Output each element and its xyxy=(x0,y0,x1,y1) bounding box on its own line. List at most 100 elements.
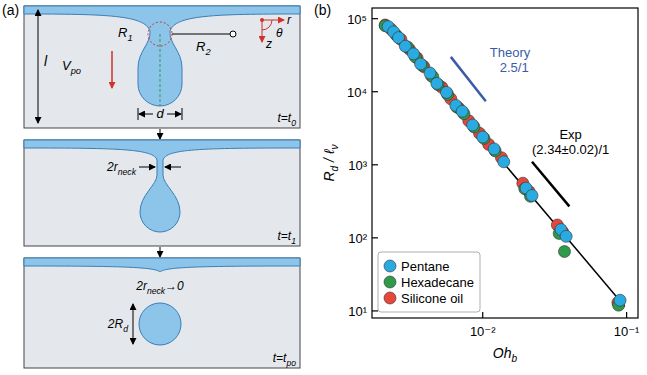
neck-arrow xyxy=(139,167,155,168)
plot-area xyxy=(379,19,626,311)
label-subscript: b xyxy=(512,353,518,364)
frame xyxy=(24,140,300,246)
label-text: Oh xyxy=(493,345,512,361)
data-point xyxy=(560,230,572,242)
drop-arrow xyxy=(133,304,134,344)
velocity-arrow xyxy=(111,51,113,88)
length-arrow xyxy=(38,10,39,123)
y-tick-label: 10⁴ xyxy=(347,85,367,100)
data-point xyxy=(488,143,500,155)
label-text: θ xyxy=(276,26,283,40)
x-tick xyxy=(482,312,483,318)
label-text: d xyxy=(156,106,164,121)
diameter-tick xyxy=(182,108,183,120)
label: R1 xyxy=(118,25,133,43)
label-subscript: d xyxy=(123,324,129,334)
y-tick xyxy=(372,237,378,238)
label-subscript: 1 xyxy=(291,236,296,246)
label: 2rneck→0 xyxy=(135,279,184,296)
data-point xyxy=(415,58,427,70)
data-point xyxy=(424,67,436,79)
data-point xyxy=(431,77,443,89)
legend-box xyxy=(378,252,480,312)
label-subscript: neck xyxy=(118,167,137,177)
label-text: t=t xyxy=(278,111,292,125)
slope-line xyxy=(532,162,569,207)
label: t=tpo xyxy=(273,351,296,368)
label: t=t1 xyxy=(278,229,297,246)
liquid-surface xyxy=(24,258,300,272)
liquid-drop xyxy=(24,140,300,232)
label-text: t=t xyxy=(273,351,287,365)
y-tick xyxy=(372,18,378,19)
label: Vpo xyxy=(62,58,81,76)
label-subscript: neck xyxy=(147,286,166,296)
label-subscript: po xyxy=(285,358,296,368)
data-point xyxy=(440,86,452,98)
label-text: t=t xyxy=(278,229,292,243)
coordinate-axis xyxy=(262,20,263,42)
label: r xyxy=(287,13,292,27)
label: d xyxy=(156,106,164,121)
legend-label: Pentane xyxy=(401,259,449,274)
label: 2rneck xyxy=(106,160,137,177)
fit-line xyxy=(385,23,624,307)
label: R2 xyxy=(196,39,211,57)
label-text: →0 xyxy=(165,279,184,293)
label-text: z xyxy=(265,37,272,51)
legend-marker xyxy=(384,260,396,272)
data-point xyxy=(498,156,510,168)
label: 2Rd xyxy=(107,317,129,334)
x-axis-title: Ohb xyxy=(493,345,518,364)
label-subscript: 1 xyxy=(127,33,132,43)
coordinate-axis xyxy=(262,20,284,21)
label-text: R xyxy=(196,39,205,54)
label-text: / ℓ xyxy=(321,149,337,166)
panel-label: (a) xyxy=(2,2,19,18)
label-text: l xyxy=(44,53,48,69)
figure: (a)(b)lVpoR1R2drzθt=t02rneckt=t12rneck→0… xyxy=(0,0,647,375)
y-axis-title: Rd / ℓν xyxy=(321,145,340,182)
y-tick-label: 10¹ xyxy=(348,304,367,319)
liquid-drop xyxy=(24,6,300,106)
y-tick xyxy=(372,310,378,311)
x-tick-label: 10⁻¹ xyxy=(614,324,640,339)
annotation: Exp xyxy=(559,127,581,142)
panel-label: (b) xyxy=(314,2,331,18)
frame xyxy=(24,258,300,368)
data-point xyxy=(526,189,538,201)
label: θ xyxy=(276,26,283,40)
y-tick-label: 10³ xyxy=(348,158,367,173)
y-tick xyxy=(372,164,378,165)
label-subscript: ν xyxy=(329,145,340,150)
diagram: lVpoR1R2drzθt=t02rneckt=t12rneck→02Rdt=t… xyxy=(24,6,300,368)
slope-line xyxy=(451,57,486,101)
frame xyxy=(24,6,300,128)
sequence-arrow xyxy=(160,129,161,139)
diameter-arrow xyxy=(167,114,181,115)
centerline xyxy=(160,34,161,106)
series xyxy=(379,20,624,311)
legend: PentaneHexadecaneSilicone oil xyxy=(378,252,480,312)
coordinate-arc xyxy=(262,20,272,30)
label: t=t0 xyxy=(278,111,297,128)
x-tick xyxy=(626,312,627,318)
label-text: r xyxy=(287,13,292,27)
data-point xyxy=(477,131,489,143)
y-tick-label: 10⁵ xyxy=(347,12,367,27)
x-tick-label: 10⁻² xyxy=(470,324,496,339)
label: z xyxy=(265,37,272,51)
series xyxy=(379,19,624,309)
diameter-arrow xyxy=(139,114,153,115)
label-text: 2R xyxy=(107,317,124,331)
legend-label: Hexadecane xyxy=(401,275,474,290)
annotation: 2.5/1 xyxy=(500,60,529,75)
radius-end xyxy=(230,31,236,37)
radius-circle xyxy=(148,22,172,46)
label-text: R xyxy=(321,171,337,181)
diameter-tick xyxy=(138,108,139,120)
sequence-arrow xyxy=(160,247,161,257)
data-point xyxy=(467,119,479,131)
label-subscript: 2 xyxy=(204,47,211,57)
label-subscript: 0 xyxy=(291,118,296,128)
